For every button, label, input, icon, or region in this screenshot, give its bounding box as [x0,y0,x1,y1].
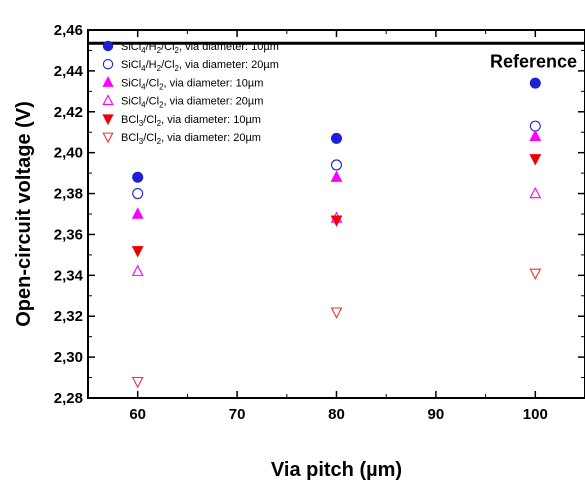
y-tick-label: 2,32 [54,308,83,325]
x-tick-label: 90 [428,406,445,423]
data-point-s5-1 [330,307,343,319]
data-point-s4-2 [529,154,542,166]
y-tick-label: 2,46 [54,22,83,39]
y-tick-label: 2,38 [54,186,83,203]
y-tick-label: 2,34 [54,267,84,284]
legend-label: BCl3/Cl2, via diameter: 20µm [121,132,261,146]
data-point-s0-2 [529,77,541,89]
data-point-s1-1 [330,159,343,171]
y-tick-label: 2,30 [54,349,83,366]
x-tick-label: 100 [523,406,548,423]
x-tick-label: 70 [229,406,246,423]
data-point-s1-0 [132,188,144,200]
data-points [131,77,542,389]
y-tick-label: 2,36 [54,226,83,243]
legend-marker [102,40,114,52]
data-point-s4-1 [330,215,343,227]
data-point-s2-2 [529,129,542,142]
legend-marker [102,114,114,126]
y-tick-label: 2,44 [54,63,84,80]
legend-label: BCl3/Cl2, via diameter: 10µm [121,114,261,128]
data-point-s3-2 [529,186,542,199]
reference-label: Reference [490,51,577,71]
legend-label: SiCl4/H2/Cl2, via diameter: 20µm [121,59,279,73]
data-point-s5-0 [131,376,144,389]
y-tick-label: 2,28 [54,390,83,407]
data-point-s2-1 [330,170,343,182]
legend-marker [102,132,114,144]
data-point-s1-2 [529,120,541,132]
x-tick-label: 80 [328,406,345,423]
data-point-s0-1 [330,132,343,144]
reference-line-group: Reference [88,41,585,71]
x-tick-label: 60 [129,406,146,423]
data-point-s3-0 [131,264,144,276]
y-axis-title: Open-circuit voltage (V) [13,101,35,327]
legend: SiCl4/H2/Cl2, via diameter: 10µm SiCl4/H2… [102,40,279,146]
legend-marker [102,58,114,70]
legend-label: SiCl4/Cl2, via diameter: 10µm [121,77,263,91]
x-axis-title: Via pitch (µm) [271,459,402,481]
data-point-s0-0 [132,171,144,183]
y-tick-label: 2,40 [54,145,83,162]
legend-label: SiCl4/Cl2, via diameter: 20µm [121,96,263,110]
data-point-s2-0 [131,207,144,219]
data-point-s5-2 [529,268,542,281]
y-tick-label: 2,42 [54,104,83,121]
legend-marker [102,94,114,106]
legend-label: SiCl4/H2/Cl2, via diameter: 10µm [121,41,279,55]
data-point-s4-0 [131,246,144,258]
x-axis: 60 70 80 90 100 [87,30,585,423]
legend-marker [102,76,114,87]
y-axis: 2,28 2,30 2,32 2,34 2,36 2,38 2,40 2,42 2,44 2,46 [54,22,585,407]
